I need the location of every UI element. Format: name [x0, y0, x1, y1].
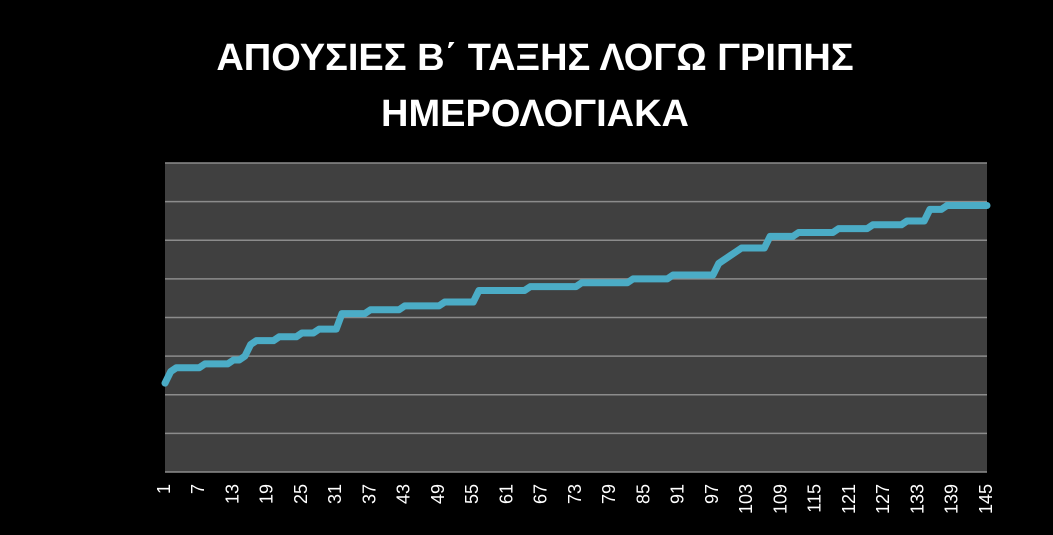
- chart-title: ΑΠΟΥΣΙΕΣ Β΄ ΤΑΞΗΣ ΛΟΓΩ ΓΡΙΠΗΣ: [216, 37, 853, 79]
- x-tick-label: 43: [394, 484, 414, 504]
- x-tick-label: 37: [359, 484, 379, 504]
- x-tick-label: 73: [565, 484, 585, 504]
- x-tick-label: 103: [736, 484, 756, 514]
- x-tick-label: 91: [668, 484, 688, 504]
- data-line: [161, 201, 991, 387]
- x-tick-label: 13: [222, 484, 242, 504]
- x-tick-label: 145: [976, 484, 996, 514]
- x-tick-label: 97: [702, 484, 722, 504]
- x-tick-label: 67: [531, 484, 551, 504]
- x-tick-label: 31: [325, 484, 345, 504]
- x-tick-label: 79: [599, 484, 619, 504]
- x-tick-label: 109: [770, 484, 790, 514]
- x-tick-label: 7: [188, 484, 208, 494]
- x-tick-label: 85: [633, 484, 653, 504]
- x-tick-label: 121: [839, 484, 859, 514]
- x-tick-label: 25: [291, 484, 311, 504]
- x-tick-label: 127: [873, 484, 893, 514]
- x-tick-label: 1: [154, 484, 174, 494]
- x-tick-label: 55: [462, 484, 482, 504]
- x-tick-label: 133: [907, 484, 927, 514]
- x-tick-label: 49: [428, 484, 448, 504]
- x-tick-label: 19: [257, 484, 277, 504]
- x-tick-label: 61: [496, 484, 516, 504]
- x-tick-label: 115: [805, 484, 825, 513]
- x-tick-label: 139: [942, 484, 962, 514]
- chart-title: ΗΜΕΡΟΛΟΓΙΑΚΑ: [381, 93, 689, 135]
